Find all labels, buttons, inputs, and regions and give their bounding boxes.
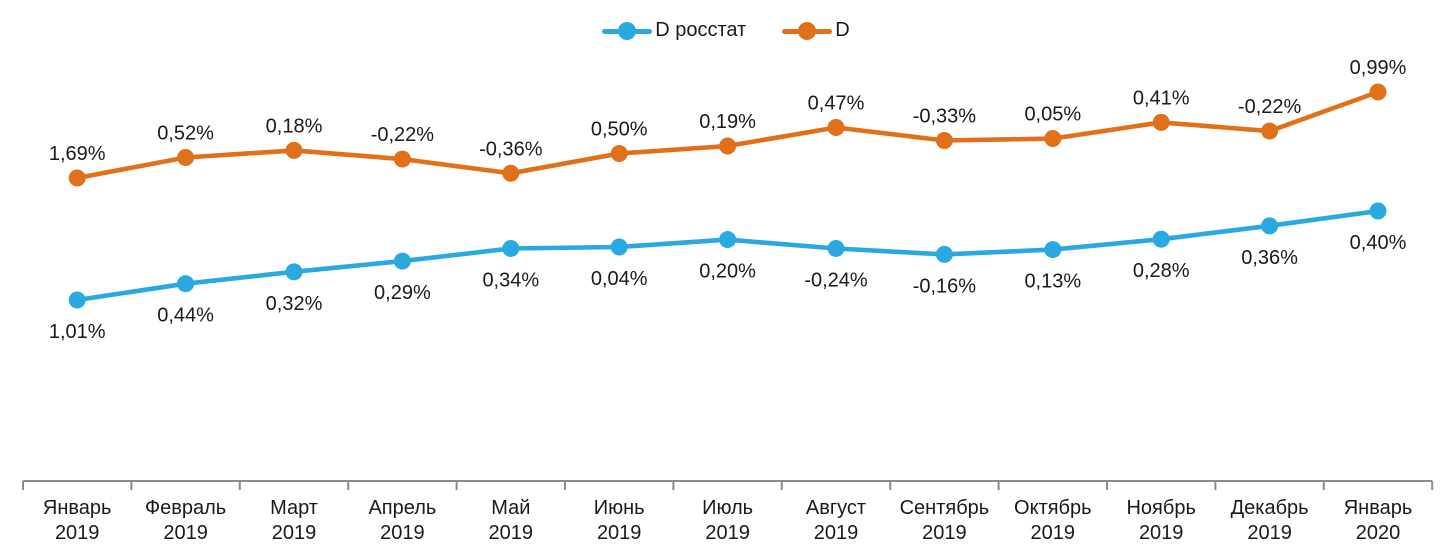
data-label-0-8: -0,16% bbox=[913, 275, 977, 297]
x-axis-label-month: Июнь bbox=[594, 497, 645, 519]
x-axis-label-month: Май bbox=[491, 497, 530, 519]
data-point-0-6 bbox=[719, 231, 737, 249]
x-axis-label-year: 2019 bbox=[1031, 522, 1076, 544]
data-point-0-3 bbox=[393, 252, 411, 270]
legend-item-d-rosstat: D росстат bbox=[602, 19, 746, 42]
data-label-1-3: -0,22% bbox=[371, 124, 435, 146]
data-label-1-12: 0,99% bbox=[1350, 57, 1407, 79]
x-axis-label-month: Февраль bbox=[145, 497, 226, 519]
x-axis-label-month: Октябрь bbox=[1014, 497, 1092, 519]
x-axis-label-year: 2019 bbox=[489, 522, 534, 544]
x-axis-label-year: 2019 bbox=[922, 522, 967, 544]
x-axis-label-month: Март bbox=[270, 497, 318, 519]
legend-marker-line-dot-icon bbox=[602, 21, 653, 40]
x-axis-label-month: Ноябрь bbox=[1126, 497, 1195, 519]
chart-legend: D росстат D bbox=[0, 19, 1452, 42]
data-label-1-4: -0,36% bbox=[479, 138, 543, 160]
x-axis-label-year: 2019 bbox=[1139, 522, 1184, 544]
data-point-1-5 bbox=[610, 145, 628, 163]
data-point-1-10 bbox=[1152, 113, 1170, 131]
data-label-0-0: 1,01% bbox=[49, 321, 106, 343]
data-label-1-6: 0,19% bbox=[699, 111, 756, 133]
data-label-0-3: 0,29% bbox=[374, 282, 431, 304]
data-point-1-7 bbox=[827, 119, 845, 137]
x-axis-label-year: 2019 bbox=[1247, 522, 1292, 544]
data-point-1-3 bbox=[393, 150, 411, 168]
data-label-0-5: 0,04% bbox=[591, 268, 648, 290]
data-point-0-9 bbox=[1044, 241, 1062, 259]
x-axis-label-year: 2019 bbox=[163, 522, 208, 544]
data-label-0-9: 0,13% bbox=[1024, 271, 1081, 293]
legend-dot-icon bbox=[798, 21, 817, 40]
data-point-1-8 bbox=[935, 132, 953, 150]
data-label-0-4: 0,34% bbox=[482, 269, 539, 291]
data-point-1-9 bbox=[1044, 130, 1062, 148]
data-point-1-6 bbox=[719, 137, 737, 155]
data-point-0-12 bbox=[1369, 202, 1387, 220]
data-point-0-8 bbox=[935, 245, 953, 263]
series-line-0 bbox=[74, 208, 1381, 303]
x-axis-label-year: 2019 bbox=[272, 522, 317, 544]
data-label-1-8: -0,33% bbox=[913, 106, 977, 128]
data-label-0-1: 0,44% bbox=[157, 305, 214, 327]
data-point-1-1 bbox=[177, 148, 195, 166]
data-label-0-6: 0,20% bbox=[699, 261, 756, 283]
x-axis-label-month: Июль bbox=[702, 497, 753, 519]
x-axis-label-year: 2019 bbox=[55, 522, 100, 544]
data-point-0-10 bbox=[1152, 230, 1170, 248]
data-label-0-7: -0,24% bbox=[804, 269, 868, 291]
data-point-0-4 bbox=[502, 239, 520, 257]
legend-dot-icon bbox=[618, 21, 637, 40]
data-point-0-1 bbox=[177, 275, 195, 293]
data-point-1-12 bbox=[1369, 83, 1387, 101]
x-axis-label-month: Сентябрь bbox=[900, 497, 990, 519]
legend-marker-line-dot-icon bbox=[782, 21, 833, 40]
data-label-1-2: 0,18% bbox=[266, 115, 323, 137]
x-axis-label-month: Апрель bbox=[368, 497, 436, 519]
data-label-1-10: 0,41% bbox=[1133, 87, 1190, 109]
x-axis-label-year: 2020 bbox=[1356, 522, 1401, 544]
legend-item-d: D bbox=[782, 19, 850, 42]
data-label-1-11: -0,22% bbox=[1238, 96, 1302, 118]
data-point-0-11 bbox=[1261, 217, 1279, 235]
x-axis-label-month: Январь bbox=[43, 497, 112, 519]
data-point-0-5 bbox=[610, 238, 628, 256]
data-label-1-0: 1,69% bbox=[49, 143, 106, 165]
data-label-0-10: 0,28% bbox=[1133, 260, 1190, 282]
x-axis-label-year: 2019 bbox=[597, 522, 642, 544]
x-axis-label-year: 2019 bbox=[380, 522, 425, 544]
data-label-1-5: 0,50% bbox=[591, 119, 648, 141]
data-point-1-4 bbox=[502, 164, 520, 182]
legend-label-d: D bbox=[835, 19, 850, 41]
x-axis-label-month: Январь bbox=[1344, 497, 1413, 519]
data-label-1-1: 0,52% bbox=[157, 122, 214, 144]
data-label-1-7: 0,47% bbox=[808, 93, 865, 115]
data-label-0-12: 0,40% bbox=[1350, 232, 1407, 254]
x-axis-label-month: Декабрь bbox=[1231, 497, 1309, 519]
legend-label-d-rosstat: D росстат bbox=[655, 19, 747, 41]
data-label-1-9: 0,05% bbox=[1024, 104, 1081, 126]
data-point-1-11 bbox=[1261, 122, 1279, 140]
data-point-0-0 bbox=[68, 291, 86, 309]
data-point-0-2 bbox=[285, 263, 303, 281]
x-axis-label-year: 2019 bbox=[705, 522, 750, 544]
data-label-0-11: 0,36% bbox=[1241, 247, 1298, 269]
data-label-0-2: 0,32% bbox=[266, 293, 323, 315]
data-point-1-0 bbox=[68, 169, 86, 187]
data-point-0-7 bbox=[827, 239, 845, 257]
data-point-1-2 bbox=[285, 141, 303, 159]
x-axis-label-year: 2019 bbox=[814, 522, 859, 544]
x-axis-label-month: Август bbox=[806, 497, 866, 519]
